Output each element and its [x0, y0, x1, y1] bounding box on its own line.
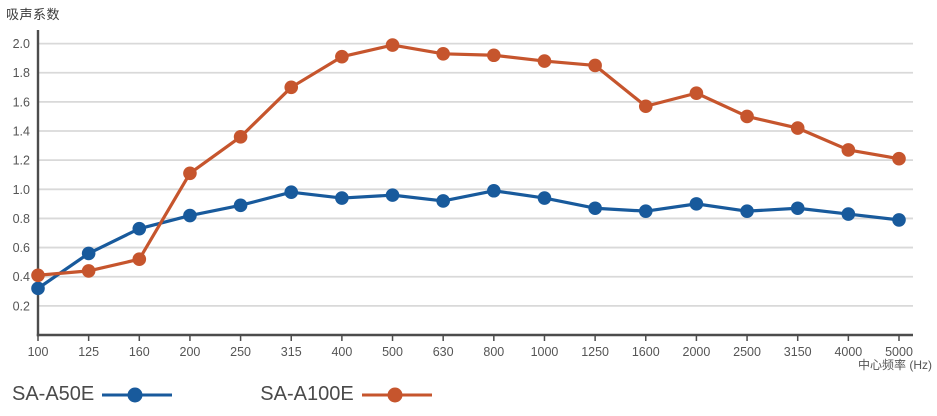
legend-line-dot-icon [361, 386, 432, 404]
data-point-sa-a50e [183, 208, 197, 223]
series-line-sa-a50e [36, 189, 901, 290]
data-point-sa-a50e [892, 213, 906, 227]
data-point-sa-a50e [638, 204, 653, 218]
data-point-sa-a100e [436, 46, 450, 61]
data-point-sa-a50e [81, 246, 96, 261]
data-point-sa-a100e [740, 109, 754, 124]
data-point-sa-a100e [841, 143, 856, 157]
data-point-sa-a100e [81, 264, 96, 278]
data-point-sa-a100e [183, 166, 197, 181]
y-tick-label: 0.2 [13, 299, 30, 313]
y-tick-label: 0.4 [13, 270, 30, 284]
x-tick-label: 630 [433, 345, 454, 359]
data-point-sa-a50e [790, 201, 805, 216]
series-line-sa-a100e [36, 43, 901, 277]
y-tick-label: 0.8 [13, 212, 30, 226]
x-tick-label: 160 [129, 345, 150, 359]
legend-item-sa-a50e: SA-A50E [12, 383, 173, 406]
y-tick-label: 1.0 [13, 183, 30, 197]
x-tick-label: 250 [230, 345, 251, 359]
x-tick-label: 3150 [784, 345, 812, 359]
data-point-sa-a50e [385, 188, 400, 202]
x-axis-unit-label: 中心频率 (Hz) [858, 358, 932, 372]
x-tick-label: 315 [281, 345, 302, 359]
data-point-sa-a100e [132, 252, 147, 267]
legend-label-sa-a50e: SA-A50E [12, 383, 95, 405]
data-point-sa-a50e [841, 207, 856, 221]
y-tick-label: 1.8 [13, 66, 30, 80]
data-point-sa-a100e [689, 86, 704, 100]
x-tick-label: 400 [331, 345, 352, 359]
x-tick-label: 2500 [733, 345, 761, 359]
x-tick-label: 200 [180, 345, 201, 359]
data-point-sa-a50e [487, 183, 501, 198]
data-point-sa-a50e [588, 201, 602, 216]
x-tick-label: 1250 [581, 345, 609, 359]
data-point-sa-a100e [335, 49, 349, 64]
x-tick-label: 1600 [632, 345, 660, 359]
legend-swatch-svg [361, 387, 432, 402]
y-tick-label: 0.6 [13, 241, 30, 255]
data-point-sa-a50e [233, 198, 248, 213]
x-tick-label: 125 [78, 345, 99, 359]
data-point-sa-a100e [385, 38, 400, 52]
x-tick-label: 4000 [834, 345, 862, 359]
data-point-sa-a100e [638, 99, 653, 114]
x-tick-label: 5000 [885, 345, 913, 359]
data-point-sa-a100e [588, 58, 602, 73]
data-point-sa-a100e [790, 121, 805, 135]
data-point-sa-a100e [537, 54, 552, 68]
data-point-sa-a50e [740, 204, 754, 218]
data-point-sa-a100e [487, 48, 501, 63]
x-tick-label: 100 [28, 345, 49, 359]
x-tick-label: 500 [382, 345, 403, 359]
data-point-sa-a50e [132, 221, 147, 236]
data-point-sa-a100e [31, 268, 45, 283]
x-tick-label: 800 [483, 345, 504, 359]
data-point-sa-a50e [436, 194, 450, 208]
y-tick-label: 1.2 [13, 154, 30, 168]
data-point-sa-a50e [689, 197, 704, 211]
absorption-chart: 0.2 0.4 0.6 0.8 1.0 1.2 1.4 1.6 1.8 2.0 100 125 160 2… [13, 30, 913, 359]
legend-swatch-svg [102, 387, 173, 402]
data-point-sa-a50e [31, 281, 45, 296]
x-tick-label: 2000 [683, 345, 711, 359]
data-point-sa-a100e [233, 130, 248, 144]
legend: SA-A50E SA-A100E [12, 383, 432, 406]
data-point-sa-a50e [537, 191, 552, 205]
data-point-sa-a50e [335, 191, 349, 205]
legend-item-sa-a100e: SA-A100E [260, 383, 432, 406]
y-axis-title: 吸声系数 [6, 7, 61, 22]
data-point-sa-a50e [284, 185, 299, 200]
legend-label-sa-a100e: SA-A100E [260, 383, 354, 405]
y-tick-label: 2.0 [13, 37, 30, 51]
y-tick-label: 1.4 [13, 125, 30, 139]
x-tick-label: 1000 [531, 345, 559, 359]
data-point-sa-a100e [284, 80, 299, 95]
y-tick-label: 1.6 [13, 95, 30, 109]
data-point-sa-a100e [892, 151, 906, 166]
legend-line-dot-icon [102, 386, 173, 404]
